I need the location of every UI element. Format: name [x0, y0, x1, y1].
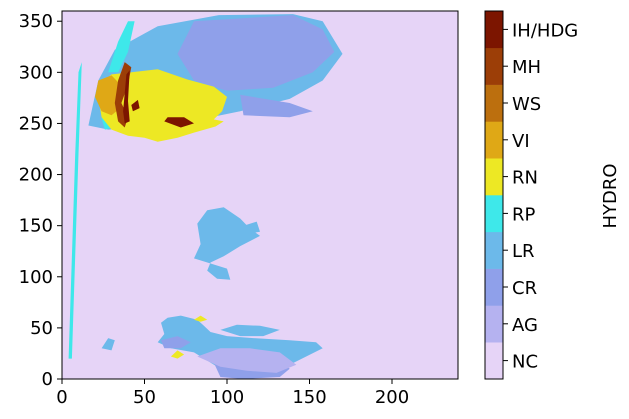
colorbar-tick-label: AG: [512, 315, 538, 336]
y-tick-label: 100: [19, 267, 53, 288]
colorbar-tick-label: NC: [512, 352, 538, 373]
colorbar-tick-label: MH: [512, 57, 541, 78]
colorbar-swatch-cr: [485, 268, 503, 306]
x-axis: 0 50 100 150 200: [56, 379, 409, 408]
colorbar-swatch-ws: [485, 84, 503, 122]
x-tick-label: 150: [292, 387, 326, 408]
region-rp: [68, 62, 82, 359]
y-tick-label: 300: [19, 62, 53, 83]
colorbar: NC AG CR LR RP RN VI WS MH IH/HDG: [484, 10, 578, 380]
colorbar-swatch-lr: [485, 231, 503, 269]
region-ih-hdg: [123, 70, 130, 124]
colorbar-title: HYDRO: [600, 163, 621, 228]
region-cr: [161, 336, 191, 349]
colorbar-swatch-ih-hdg: [485, 11, 503, 49]
region-ih-hdg: [131, 99, 140, 112]
colorbar-tick-label: LR: [512, 241, 535, 262]
region-lr: [243, 221, 260, 234]
plot-frame: [61, 10, 459, 380]
region-rn: [170, 350, 185, 359]
y-tick-label: 0: [42, 369, 53, 390]
colorbar-tick-label: RN: [512, 168, 538, 189]
region-cr: [240, 94, 313, 118]
x-tick-label: 0: [56, 387, 67, 408]
y-axis: 0 50 100 150 200 250 300 350: [19, 11, 62, 390]
colorbar-swatch-rp: [485, 195, 503, 233]
colorbar-swatch-rn: [485, 158, 503, 196]
colorbar-tick-label: IH/HDG: [512, 20, 578, 41]
x-tick-label: 50: [133, 387, 156, 408]
colorbar-tick-label: VI: [512, 131, 530, 152]
colorbar-swatch-vi: [485, 121, 503, 159]
colorbar-swatch-ag: [485, 305, 503, 343]
colorbar-swatch-nc: [485, 342, 503, 380]
heatmap-regions: [68, 14, 343, 379]
x-tick-label: 100: [210, 387, 244, 408]
colorbar-frame: [484, 10, 504, 380]
region-ag: [197, 348, 297, 373]
y-tick-label: 350: [19, 11, 53, 32]
y-tick-label: 50: [30, 318, 53, 339]
region-lr: [194, 207, 260, 280]
region-vi: [95, 75, 122, 116]
region-ih-hdg: [164, 117, 194, 128]
colorbar-tick-label: RP: [512, 204, 536, 225]
region-rp: [108, 21, 135, 73]
colorbar-tick-label: WS: [512, 94, 541, 115]
y-tick-label: 250: [19, 113, 53, 134]
colorbar-tick-label: CR: [512, 278, 537, 299]
region-rn: [194, 315, 208, 322]
x-tick-label: 200: [375, 387, 409, 408]
region-lr: [220, 324, 280, 337]
region-cr: [177, 15, 335, 91]
region-lr: [101, 338, 115, 351]
y-tick-label: 200: [19, 165, 53, 186]
colorbar-swatch-mh: [485, 47, 503, 85]
region-rn: [98, 69, 227, 142]
y-tick-label: 150: [19, 216, 53, 237]
